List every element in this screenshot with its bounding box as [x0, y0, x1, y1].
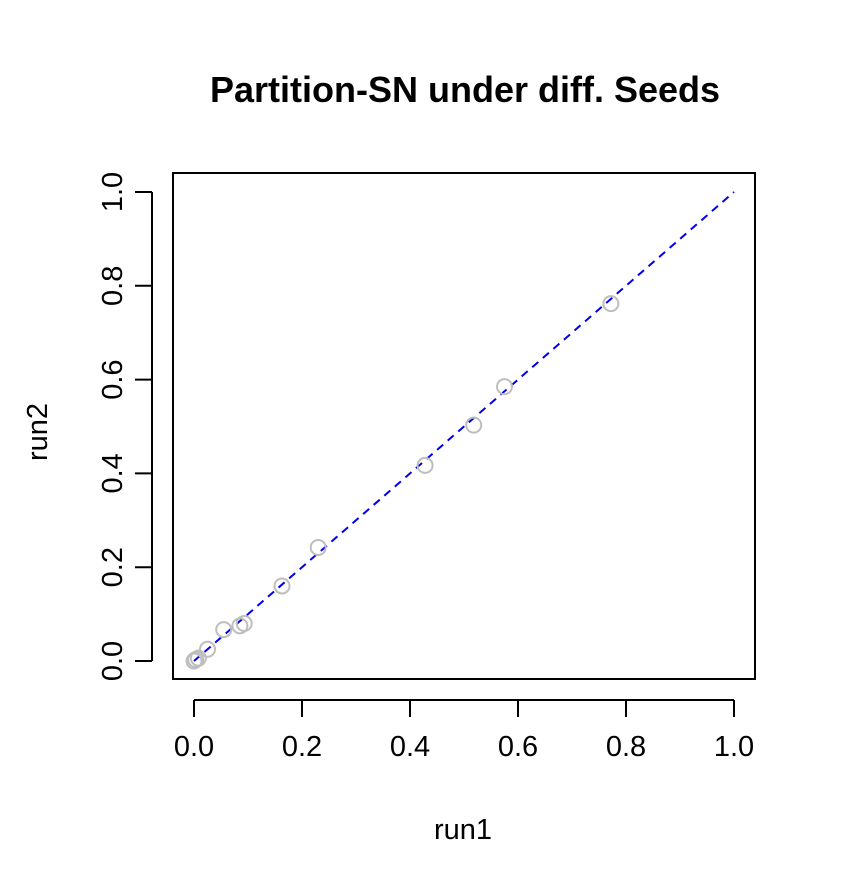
x-axis: 0.0 0.2 0.4 0.6 0.8 1.0 [174, 699, 754, 763]
data-point [496, 378, 513, 396]
x-tick-label: 0.6 [498, 731, 538, 763]
y-tick-label: 0.6 [97, 359, 129, 399]
x-tick-label: 0.8 [606, 731, 646, 763]
x-tick-label: 1.0 [714, 731, 754, 763]
x-tick-label: 0.2 [282, 731, 322, 763]
y-tick-label: 0.2 [97, 547, 129, 587]
chart-title: Partition-SN under diff. Seeds [210, 69, 720, 110]
data-point [215, 621, 233, 639]
identity-reference-line [193, 191, 735, 662]
data-point [416, 456, 434, 474]
data-point [189, 649, 207, 667]
data-points [185, 295, 620, 670]
y-tick-label: 0.0 [97, 641, 129, 681]
y-tick-label: 0.4 [97, 453, 129, 493]
data-point [309, 539, 327, 557]
data-point [273, 577, 291, 595]
data-point [199, 640, 216, 658]
y-tick-label: 0.8 [97, 266, 129, 306]
y-axis-label: run2 [22, 403, 54, 461]
data-point [602, 295, 620, 313]
data-point [235, 614, 253, 632]
data-point [185, 652, 203, 670]
plot-frame [172, 172, 756, 680]
x-tick-label: 0.0 [174, 731, 214, 763]
x-tick-label: 0.4 [390, 731, 430, 763]
x-axis-label: run1 [434, 814, 492, 846]
data-point [465, 416, 483, 434]
y-axis: 0.0 0.2 0.4 0.6 0.8 1.0 [97, 172, 153, 681]
y-tick-label: 1.0 [97, 172, 129, 212]
